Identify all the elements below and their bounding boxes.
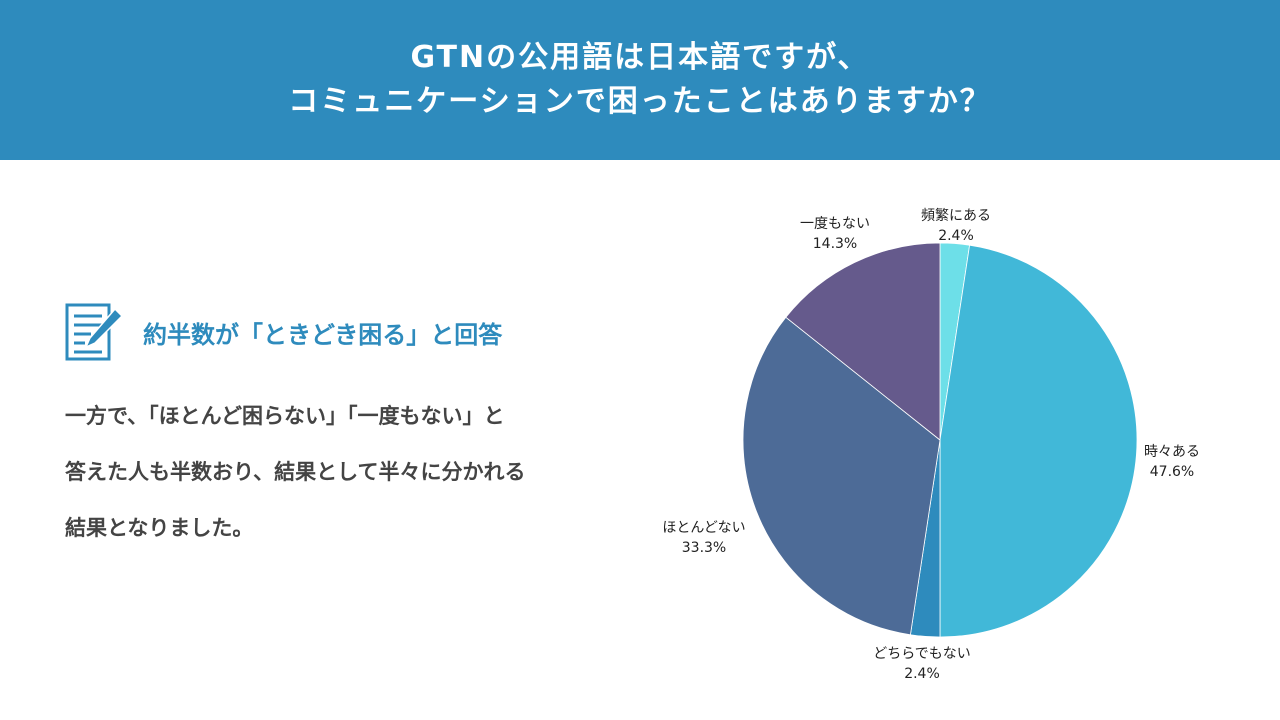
pie-slice-1 [939, 244, 1138, 638]
slice-label-1: 時々ある [1144, 444, 1200, 460]
pie-slice-3 [742, 316, 941, 636]
section-heading-row: 約半数が「ときどき困る」と回答 [65, 303, 502, 361]
slice-value-3: 33.3% [682, 540, 726, 556]
pie-slice-4 [785, 242, 941, 441]
header-title-line-1: GTNの公用語は日本語ですが、 [410, 40, 870, 75]
body-line-3: 結果となりました。 [65, 516, 254, 540]
body-line-2: 答えた人も半数おり、結果として半々に分かれる [65, 460, 526, 484]
pie-chart-svg: 頻繁にある 2.4% 時々ある 47.6% どちらでもない 2.4% ほとんどない 33.3%… [662, 208, 1200, 682]
section-heading: 約半数が「ときどき困る」と回答 [143, 320, 503, 349]
header-banner: GTNの公用語は日本語ですが、 コミュニケーションで困ったことはありますか？ [0, 0, 1280, 160]
slice-value-4: 14.3% [813, 236, 857, 252]
slice-value-1: 47.6% [1150, 464, 1194, 480]
body-line-1: 一方で、「ほとんど困らない」「一度もない」と [65, 404, 505, 428]
pie-chart: 頻繁にある 2.4% 時々ある 47.6% どちらでもない 2.4% ほとんどない 33.3%… [620, 180, 1260, 720]
slice-label-4: 一度もない [800, 216, 870, 232]
slice-label-0: 頻繁にある [921, 208, 991, 224]
slice-label-3: ほとんどない [662, 520, 745, 536]
section-body: 一方で、「ほとんど困らない」「一度もない」と 答えた人も半数おり、結果として半々… [65, 388, 665, 556]
slice-label-2: どちらでもない [873, 646, 971, 662]
header-title-line-2: コミュニケーションで困ったことはありますか？ [288, 84, 992, 119]
slice-value-0: 2.4% [938, 228, 974, 244]
slice-value-2: 2.4% [904, 666, 940, 682]
memo-pencil-icon [65, 303, 123, 361]
